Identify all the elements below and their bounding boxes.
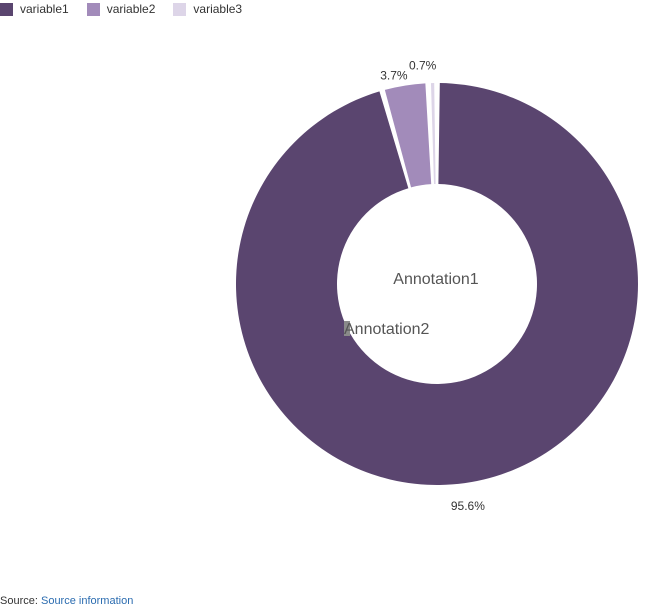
legend-label-variable2: variable2 <box>106 2 156 16</box>
legend: variable1 variable2 variable3 <box>0 2 260 16</box>
value-label-variable3: 0.7% <box>409 58 437 72</box>
legend-label-variable1: variable1 <box>20 2 69 16</box>
slice-variable1[interactable] <box>236 83 638 486</box>
annotation-1: Annotation1 <box>393 271 479 288</box>
annotation-2: Annotation2 <box>344 321 430 338</box>
donut-slices <box>236 83 638 486</box>
legend-item-variable2[interactable]: variable2 <box>86 2 156 16</box>
legend-swatch-variable2 <box>86 2 100 16</box>
legend-item-variable3[interactable]: variable3 <box>173 2 242 16</box>
source-note: Source: Source information <box>0 595 133 607</box>
source-prefix: Source: <box>0 595 38 607</box>
legend-swatch-variable1 <box>0 2 13 16</box>
value-label-variable2: 3.7% <box>380 68 408 82</box>
legend-label-variable3: variable3 <box>193 2 243 16</box>
value-label-variable1: 95.6% <box>451 499 485 513</box>
source-link[interactable]: Source information <box>40 595 134 607</box>
legend-swatch-variable3 <box>173 2 187 16</box>
annotation-marker <box>344 321 350 336</box>
legend-item-variable1[interactable]: variable1 <box>0 2 69 16</box>
slice-variable3[interactable] <box>430 83 436 185</box>
value-labels: 95.6% 3.7%0.7% <box>380 58 485 512</box>
slice-variable2[interactable] <box>384 83 432 188</box>
